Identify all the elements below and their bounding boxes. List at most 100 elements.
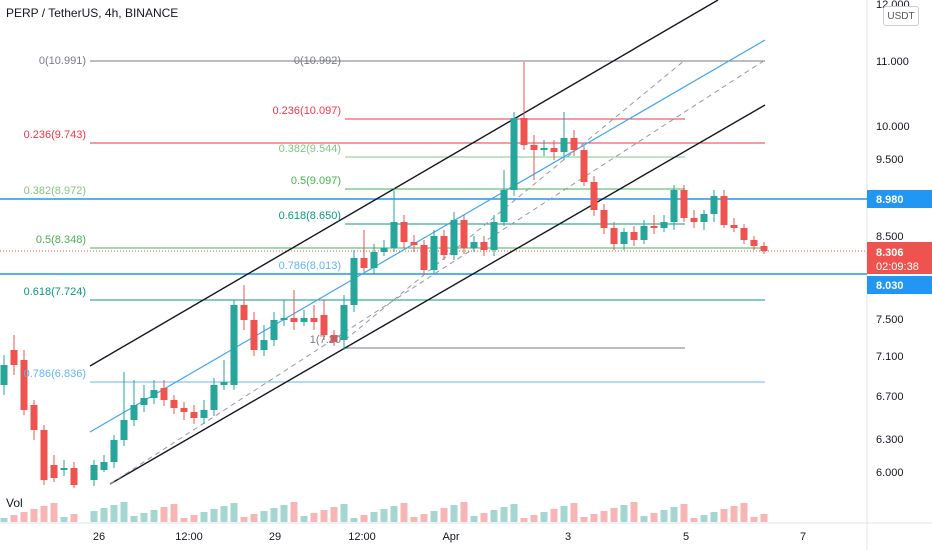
candle-body (320, 315, 328, 335)
price-badge-last: 8.306 02:09:38 (867, 242, 932, 274)
volume-bar (300, 516, 308, 522)
candle-body (590, 182, 598, 210)
fib-label: 0.236(9.743) (24, 129, 86, 141)
volume-bar (740, 503, 748, 522)
volume-bar (660, 510, 668, 522)
volume-bar (470, 516, 478, 522)
volume-bar (130, 516, 138, 522)
candle-body (110, 440, 118, 462)
time-tick: 29 (269, 531, 281, 543)
channel-dashed-line-2 (344, 59, 686, 341)
volume-bar (40, 506, 48, 522)
time-tick: 26 (93, 531, 105, 543)
volume-bar (140, 513, 148, 522)
candle-body (160, 388, 168, 400)
volume-bar (110, 505, 118, 522)
candle-body (520, 118, 528, 145)
volume-bar (200, 512, 208, 522)
volume-bar (230, 503, 238, 522)
candle-body (370, 252, 378, 268)
candle-body (350, 258, 358, 305)
volume-bar (310, 513, 318, 522)
volume-bar (330, 507, 338, 522)
fib-label: 0.382(8.972) (24, 185, 86, 197)
candle-body (270, 320, 278, 340)
time-axis[interactable]: 26 12:00 29 12:00 Apr 3 5 7 (93, 531, 806, 543)
candle-body (750, 240, 758, 246)
volume-bar (240, 517, 248, 522)
currency-button[interactable]: USDT (883, 6, 919, 26)
candle-body (250, 320, 258, 350)
volume-bar (750, 517, 758, 522)
price-tick: 6.300 (876, 434, 904, 446)
price-tick: 12.000 (876, 0, 910, 11)
candle-body (220, 382, 228, 385)
volume-bar (150, 510, 158, 522)
fib-labels-left: 0(10.991) 0.236(9.743) 0.382(8.972) 0.5(… (24, 55, 86, 380)
volume-bar (100, 508, 108, 522)
volume-bar (400, 503, 408, 522)
volume-bar (530, 515, 538, 522)
candle-body (630, 232, 638, 240)
candle-body (130, 405, 138, 420)
volume-bar (420, 514, 428, 522)
candle-body (600, 210, 608, 228)
candle-body (460, 220, 468, 248)
volume-bar (360, 515, 368, 522)
fib-label: 1(7.20 (310, 334, 341, 346)
candle-body (450, 220, 458, 255)
candle-body (210, 385, 218, 410)
channel-mid-line (89, 39, 766, 433)
candle-body (660, 222, 668, 228)
volume-bar (450, 505, 458, 522)
price-tick: 9.500 (876, 154, 904, 166)
price-axis[interactable]: 12.000 11.000 10.000 9.500 8.500 7.500 7… (876, 0, 910, 479)
price-tick: 8.500 (876, 231, 904, 243)
volume-bar (680, 504, 688, 522)
symbol-title[interactable]: PERP / TetherUS, 4h, BINANCE (6, 6, 179, 20)
volume-bar (280, 505, 288, 522)
volume-bar (670, 507, 678, 522)
candle-body (230, 305, 238, 385)
candle-body (400, 222, 408, 242)
svg-text:8.306: 8.306 (876, 247, 904, 259)
volume-bar (320, 510, 328, 522)
candle-body (120, 420, 128, 440)
candle-body (430, 236, 438, 270)
volume-bar (250, 514, 258, 522)
fib-label: 0.618(7.724) (24, 286, 86, 298)
candle-body (530, 145, 538, 150)
channel-lower-line (109, 104, 766, 485)
volume-bar (350, 518, 358, 522)
price-tick: 10.000 (876, 121, 910, 133)
candle-body (180, 408, 188, 412)
volume-bar (160, 507, 168, 522)
candle-body (290, 318, 298, 322)
volume-bar (650, 513, 658, 522)
volume-bar (120, 502, 128, 522)
candle-body (90, 465, 98, 480)
fib-label: 0(10.991) (39, 55, 86, 67)
candle-body (40, 430, 48, 480)
volume-bar (370, 512, 378, 522)
candle-body (550, 148, 558, 152)
candle-body (490, 222, 498, 250)
candle-body (650, 226, 658, 228)
candle-body (200, 410, 208, 418)
candle-body (280, 318, 288, 320)
volume-bar (20, 512, 28, 522)
volume-bar (210, 509, 218, 522)
volume-label: Vol (6, 496, 23, 510)
volume-bar (730, 506, 738, 522)
candle-body (640, 226, 648, 240)
fib-label: 0.786(8.013) (279, 260, 341, 272)
volume-bar (70, 514, 78, 522)
candle-body (300, 318, 308, 322)
channel-upper-line (89, 0, 719, 367)
candle-body (760, 246, 768, 251)
candle-body (260, 340, 268, 350)
candle-body (700, 214, 708, 222)
volume-bar (630, 502, 638, 522)
volume-bar (0, 518, 8, 522)
